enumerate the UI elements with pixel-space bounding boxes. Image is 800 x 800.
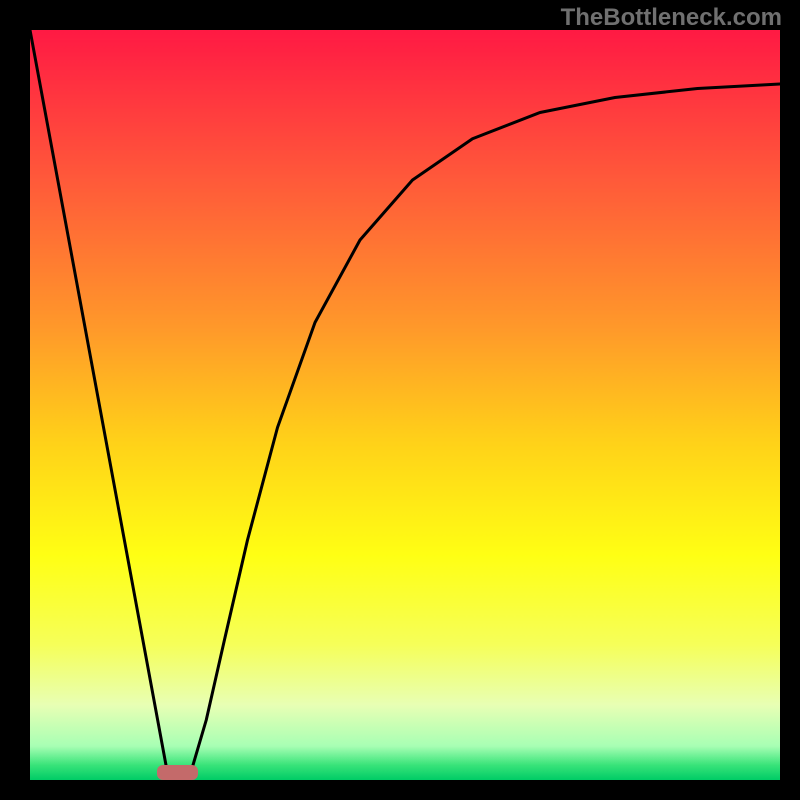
curve-overlay [30, 30, 780, 780]
plot-area [30, 30, 780, 780]
notch-marker [157, 765, 198, 780]
chart-container: TheBottleneck.com [0, 0, 800, 800]
bottleneck-curve [30, 30, 780, 780]
watermark-label: TheBottleneck.com [561, 4, 782, 32]
